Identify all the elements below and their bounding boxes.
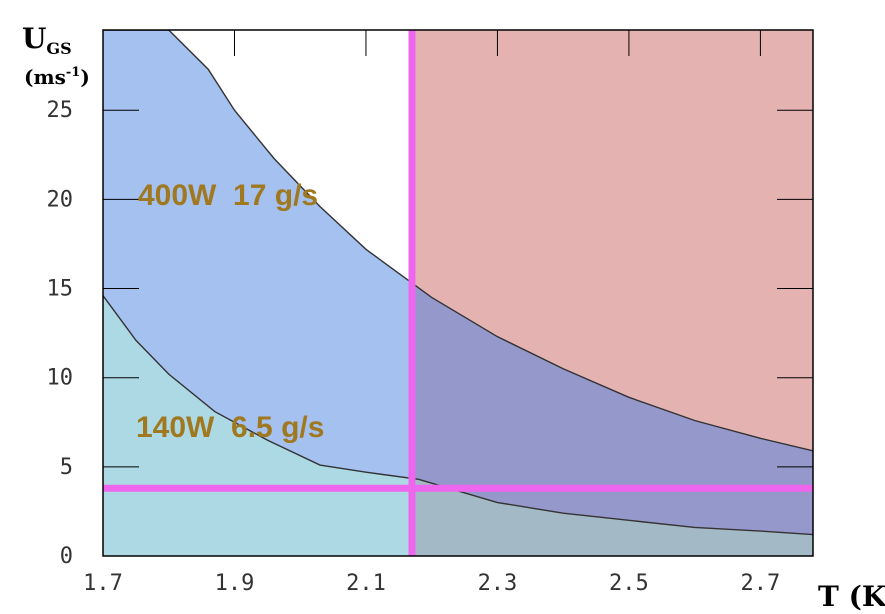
overlap-lower-tint <box>411 478 813 556</box>
curve-140w <box>103 295 813 536</box>
xtick-label: 2.3 <box>478 571 518 596</box>
ytick-label: 15 <box>47 277 74 302</box>
annotation-140w: 140W 6.5 g/s <box>136 411 324 444</box>
ytick-label: 25 <box>47 98 74 123</box>
y-axis-unit: (ms-1) <box>24 65 90 89</box>
annotation-400w: 400W 17 g/s <box>138 179 318 212</box>
ytick-label: 5 <box>60 455 73 480</box>
overlap-band-tint <box>411 283 813 535</box>
xtick-label: 2.1 <box>346 571 386 596</box>
plot-area <box>102 29 814 557</box>
ytick-label: 0 <box>60 544 73 569</box>
xtick-label: 2.7 <box>741 571 781 596</box>
xtick-label: 2.5 <box>609 571 649 596</box>
ticks <box>102 30 813 557</box>
high-power-region <box>103 30 813 535</box>
tick-labels: 0 5 10 15 20 25 1.7 1.9 2.1 2.3 2.5 2.7 <box>47 98 781 596</box>
plot-clip-group <box>103 30 813 556</box>
xtick-label: 1.9 <box>215 571 255 596</box>
curve-400w <box>103 30 813 452</box>
plot-frame <box>102 29 814 557</box>
ytick-label: 10 <box>47 366 74 391</box>
ytick-label: 20 <box>47 187 74 212</box>
xtick-label: 1.7 <box>83 571 123 596</box>
x-axis-title: T (K) <box>818 580 885 613</box>
y-axis-title: UGS <box>22 22 72 58</box>
